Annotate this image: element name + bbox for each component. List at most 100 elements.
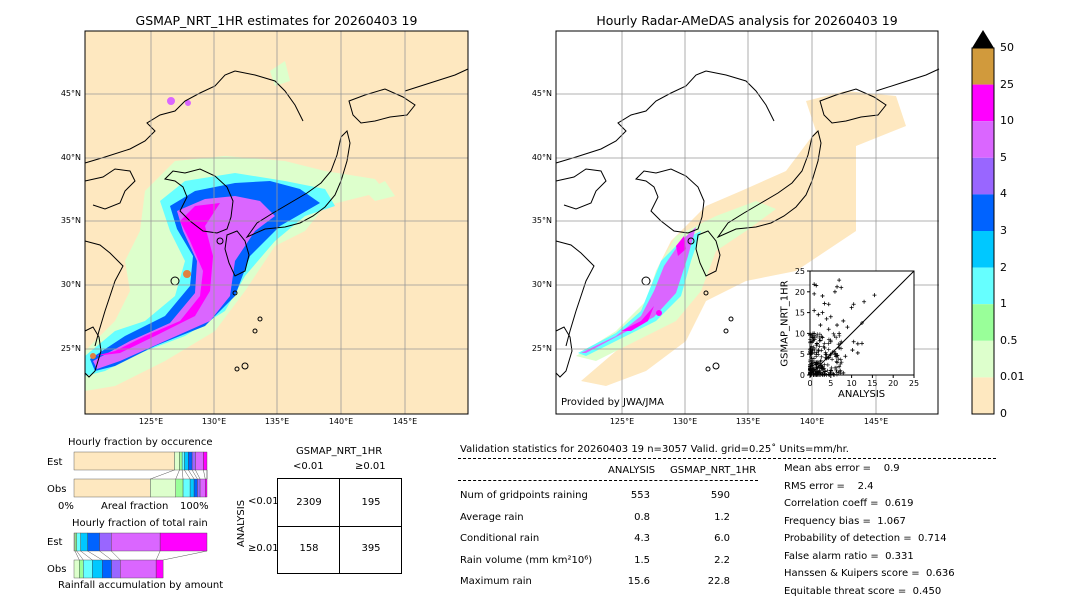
scatter-point — [850, 348, 855, 353]
colorbar-segment — [972, 157, 994, 195]
scatter-point — [826, 347, 831, 352]
bar-segment-obs — [111, 559, 121, 579]
bar-segment-est — [203, 451, 208, 471]
scatter-point — [808, 346, 813, 351]
total-rain-title: Hourly fraction of total rain — [72, 518, 208, 529]
bar-segment-obs — [197, 478, 201, 498]
coastline — [84, 240, 124, 347]
lat-label: 35°N — [531, 216, 552, 225]
scatter-point — [820, 370, 825, 375]
coastline — [555, 168, 607, 210]
bar-segment-est — [184, 451, 189, 471]
coastline — [84, 326, 102, 378]
bar-segment-est — [195, 451, 204, 471]
scatter-point — [837, 278, 842, 283]
scatter-point — [860, 341, 864, 346]
scatter-point — [808, 333, 813, 338]
lon-label: 145°E — [392, 417, 418, 426]
scatter-point — [815, 332, 820, 337]
coastline — [245, 130, 351, 239]
bar-segment-est — [87, 532, 100, 552]
bar-segment-est — [74, 532, 77, 552]
scatter-point — [825, 368, 830, 373]
scatter-point — [816, 349, 821, 354]
bar-segment-est — [99, 532, 112, 552]
bar-segment-est — [181, 451, 185, 471]
scatter-point — [837, 364, 842, 369]
scatter-point — [837, 345, 842, 350]
bar-segment-obs — [205, 478, 208, 498]
bar-segment-obs — [79, 559, 84, 579]
scatter-point — [839, 360, 844, 365]
scatter-point — [835, 284, 840, 289]
scatter-point — [839, 285, 844, 290]
scatter-point — [813, 369, 818, 374]
scatter-point — [841, 318, 846, 323]
scatter-point — [816, 370, 821, 375]
colorbar-label: 25 — [1000, 77, 1014, 91]
lon-label: 140°E — [328, 417, 354, 426]
stat-row-label: Average rain — [460, 511, 524, 523]
bar-segment-obs — [199, 478, 206, 498]
lon-label: 125°E — [609, 417, 635, 426]
connector-line — [99, 550, 112, 561]
scatter-point — [855, 350, 860, 355]
right-map — [555, 30, 940, 415]
colorbar-label: 10 — [1000, 114, 1014, 128]
lat-label: 25°N — [531, 344, 552, 353]
connector-line — [163, 550, 208, 561]
island — [234, 366, 240, 372]
bar-segment-obs — [73, 478, 151, 498]
island — [703, 290, 709, 296]
bar-segment-obs — [155, 559, 164, 579]
occurrence-tick-100: 100% — [180, 501, 209, 512]
coastline — [555, 240, 595, 347]
connector-line — [76, 550, 84, 561]
scatter-point — [809, 371, 814, 376]
lat-label: 30°N — [60, 280, 81, 289]
coastline — [84, 70, 236, 164]
colorbar-label: 0.5 — [1000, 333, 1018, 347]
scatter-point — [827, 355, 832, 360]
map-frame — [555, 30, 939, 415]
scatter-point — [824, 372, 829, 377]
stat-row-label: Rain volume (mm km²10⁶) — [460, 554, 593, 566]
score-line: Equitable threat score = 0.450 — [784, 585, 942, 597]
island — [712, 362, 720, 370]
bar-segment-obs — [83, 559, 93, 579]
scatter-point — [817, 365, 822, 370]
coastline — [705, 70, 775, 122]
bar-segment-obs — [120, 559, 157, 579]
colorbar-label: 1 — [1000, 297, 1007, 311]
scatter-point — [817, 335, 822, 340]
total-rain-bars — [73, 532, 208, 579]
scatter-point — [811, 356, 816, 361]
colorbar — [971, 30, 995, 415]
cell-hits-none: 2309 — [296, 497, 322, 508]
scatter-point — [851, 302, 856, 307]
colorbar-label: 2 — [1000, 260, 1007, 274]
bar-segment-obs — [102, 559, 112, 579]
left-map-title: GSMAP_NRT_1HR estimates for 20260403 19 — [135, 13, 418, 28]
scatter-point — [828, 352, 833, 357]
map-frame — [84, 30, 469, 415]
island — [257, 316, 263, 322]
colorbar-segment — [972, 48, 994, 85]
scatter-point — [810, 363, 815, 368]
coastline — [555, 70, 707, 164]
scatter-point — [822, 301, 827, 306]
bar-segment-est — [80, 532, 88, 552]
scatter-point — [822, 341, 827, 346]
scatter-point — [832, 289, 837, 294]
stat-row-label: Conditional rain — [460, 533, 540, 544]
occurrence-bars — [73, 451, 208, 498]
scatter-point — [836, 342, 841, 347]
y-tick-label: 15 — [795, 309, 805, 318]
scatter-point — [819, 334, 824, 339]
score-line: Probability of detection = 0.714 — [784, 533, 947, 544]
bar-segment-obs — [189, 478, 195, 498]
scatter-point — [814, 283, 819, 288]
stat-gsmap-value: 22.8 — [707, 576, 730, 587]
scatter-point — [811, 345, 816, 350]
left-map — [84, 30, 469, 415]
